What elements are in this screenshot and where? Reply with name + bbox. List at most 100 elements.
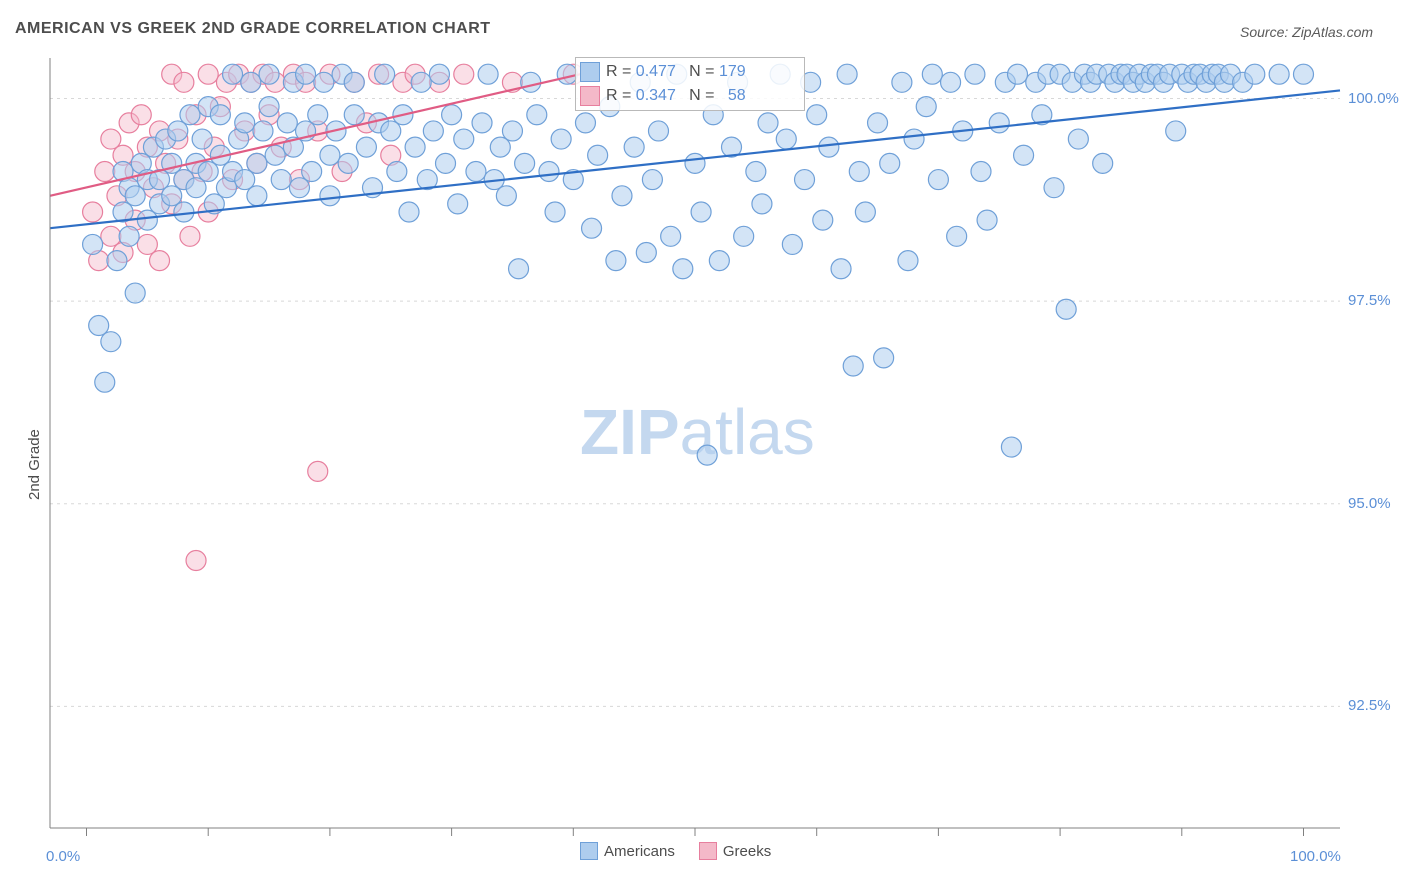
data-point — [1044, 178, 1064, 198]
data-point — [302, 161, 322, 181]
data-point — [186, 551, 206, 571]
data-point — [880, 153, 900, 173]
data-point — [314, 72, 334, 92]
data-point — [575, 113, 595, 133]
data-point — [1056, 299, 1076, 319]
data-point — [210, 105, 230, 125]
data-point — [527, 105, 547, 125]
data-point — [150, 251, 170, 271]
data-point — [320, 145, 340, 165]
data-point — [223, 64, 243, 84]
data-point — [612, 186, 632, 206]
data-point — [813, 210, 833, 230]
data-point — [253, 121, 273, 141]
data-point — [478, 64, 498, 84]
data-point — [509, 259, 529, 279]
data-point — [338, 153, 358, 173]
data-point — [296, 64, 316, 84]
data-point — [344, 72, 364, 92]
legend-label: Americans — [604, 843, 675, 860]
data-point — [399, 202, 419, 222]
chart-title: AMERICAN VS GREEK 2ND GRADE CORRELATION … — [15, 20, 491, 38]
data-point — [344, 105, 364, 125]
data-point — [1093, 153, 1113, 173]
data-point — [947, 226, 967, 246]
data-point — [436, 153, 456, 173]
data-point — [521, 72, 541, 92]
data-point — [198, 64, 218, 84]
data-point — [989, 113, 1009, 133]
data-point — [928, 170, 948, 190]
data-point — [502, 121, 522, 141]
data-point — [180, 226, 200, 246]
data-point — [752, 194, 772, 214]
data-point — [387, 161, 407, 181]
data-point — [429, 64, 449, 84]
data-point — [941, 72, 961, 92]
data-point — [241, 72, 261, 92]
data-point — [874, 348, 894, 368]
data-point — [356, 137, 376, 157]
stats-box: R = 0.477 N = 179R = 0.347 N = 58 — [575, 57, 805, 111]
data-point — [405, 137, 425, 157]
data-point — [423, 121, 443, 141]
data-point — [277, 113, 297, 133]
data-point — [582, 218, 602, 238]
data-point — [965, 64, 985, 84]
data-point — [642, 170, 662, 190]
data-point — [661, 226, 681, 246]
stats-text: R = 0.347 N = 58 — [606, 87, 746, 105]
data-point — [776, 129, 796, 149]
data-point — [868, 113, 888, 133]
data-point — [971, 161, 991, 181]
legend-label: Greeks — [723, 843, 771, 860]
data-point — [271, 170, 291, 190]
data-point — [247, 153, 267, 173]
data-point — [174, 72, 194, 92]
data-point — [837, 64, 857, 84]
data-point — [606, 251, 626, 271]
data-point — [922, 64, 942, 84]
data-point — [180, 105, 200, 125]
legend-swatch — [580, 842, 598, 860]
data-point — [977, 210, 997, 230]
data-point — [259, 97, 279, 117]
y-tick-label: 95.0% — [1348, 495, 1391, 512]
legend-swatch — [699, 842, 717, 860]
data-point — [855, 202, 875, 222]
data-point — [1014, 145, 1034, 165]
data-point — [1166, 121, 1186, 141]
y-tick-label: 92.5% — [1348, 697, 1391, 714]
data-point — [235, 113, 255, 133]
data-point — [916, 97, 936, 117]
data-point — [174, 202, 194, 222]
data-point — [734, 226, 754, 246]
data-point — [1001, 437, 1021, 457]
data-point — [545, 202, 565, 222]
data-point — [515, 153, 535, 173]
legend-item: Greeks — [699, 842, 771, 860]
data-point — [247, 186, 267, 206]
data-point — [673, 259, 693, 279]
stats-swatch — [580, 62, 600, 82]
data-point — [648, 121, 668, 141]
data-point — [849, 161, 869, 181]
data-point — [101, 332, 121, 352]
y-tick-label: 100.0% — [1348, 90, 1399, 107]
data-point — [551, 129, 571, 149]
data-point — [758, 113, 778, 133]
data-point — [709, 251, 729, 271]
data-point — [904, 129, 924, 149]
data-point — [795, 170, 815, 190]
data-point — [308, 461, 328, 481]
data-point — [95, 161, 115, 181]
data-point — [636, 243, 656, 263]
data-point — [843, 356, 863, 376]
source-attribution: Source: ZipAtlas.com — [1240, 24, 1373, 40]
data-point — [819, 137, 839, 157]
data-point — [746, 161, 766, 181]
data-point — [1068, 129, 1088, 149]
data-point — [448, 194, 468, 214]
data-point — [472, 113, 492, 133]
data-point — [375, 64, 395, 84]
